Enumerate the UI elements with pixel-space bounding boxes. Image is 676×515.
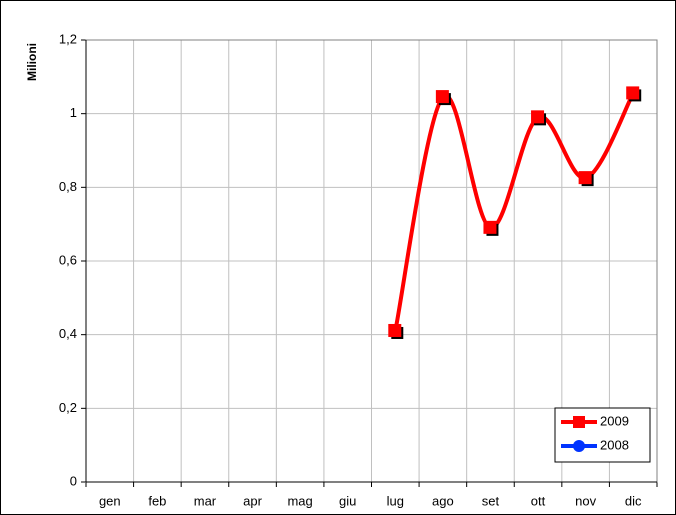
x-tick-label: mar (194, 493, 217, 508)
legend-marker (573, 416, 585, 428)
legend-box (554, 407, 651, 463)
x-tick-label: mag (287, 493, 312, 508)
x-tick-label: feb (148, 493, 166, 508)
marker (388, 323, 402, 337)
marker (578, 171, 592, 185)
legend-marker (573, 440, 585, 452)
y-tick-label: 0,6 (59, 252, 77, 267)
marker (626, 86, 640, 100)
x-tick-label: giu (339, 493, 356, 508)
marker (531, 110, 545, 124)
x-tick-label: dic (625, 493, 642, 508)
y-tick-label: 0 (70, 473, 77, 488)
y-axis-title: Milioni (25, 43, 39, 81)
y-tick-label: 1 (70, 105, 77, 120)
x-tick-label: apr (243, 493, 262, 508)
x-tick-label: ott (531, 493, 546, 508)
x-tick-label: ago (432, 493, 454, 508)
marker (483, 220, 497, 234)
y-tick-label: 0,4 (59, 326, 77, 341)
x-tick-label: gen (99, 493, 121, 508)
x-tick-label: set (482, 493, 500, 508)
x-tick-label: lug (387, 493, 404, 508)
y-tick-label: 0,2 (59, 400, 77, 415)
legend-label: 2008 (600, 437, 629, 452)
y-tick-label: 1,2 (59, 31, 77, 46)
marker (435, 90, 449, 104)
x-tick-label: nov (575, 493, 596, 508)
legend-label: 2009 (600, 413, 629, 428)
y-tick-label: 0,8 (59, 179, 77, 194)
